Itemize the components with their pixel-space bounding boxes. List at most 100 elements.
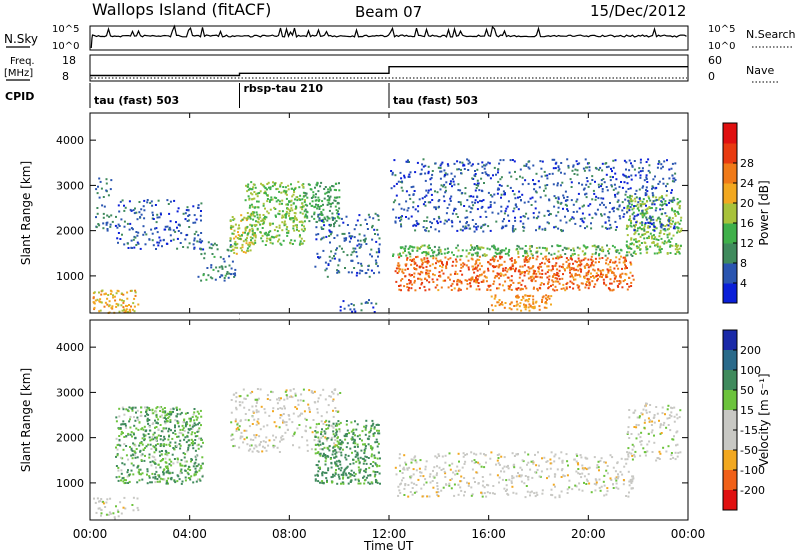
range-cell — [325, 411, 328, 414]
range-cell — [348, 232, 351, 235]
range-cell — [668, 417, 671, 419]
range-cell — [256, 388, 259, 390]
range-cell — [432, 281, 435, 283]
range-cell — [247, 449, 250, 452]
range-cell — [643, 214, 646, 217]
range-cell — [546, 265, 549, 268]
range-cell — [538, 267, 540, 270]
range-cell — [631, 242, 634, 245]
range-cell — [659, 452, 662, 455]
range-cell — [267, 212, 270, 215]
range-cell — [647, 169, 650, 172]
range-cell — [626, 431, 629, 434]
range-cell — [485, 461, 487, 464]
range-cell — [535, 229, 537, 232]
range-cell — [545, 294, 548, 297]
range-cell — [457, 201, 460, 203]
range-cell — [639, 222, 642, 225]
range-cell — [525, 287, 528, 290]
range-cell — [445, 267, 448, 270]
range-cell — [278, 226, 281, 229]
range-cell — [655, 238, 658, 241]
range-cell — [367, 474, 370, 477]
range-cell — [425, 189, 428, 192]
range-cell — [255, 211, 258, 214]
range-cell — [191, 427, 194, 430]
range-cell — [628, 217, 631, 220]
range-cell — [636, 207, 639, 210]
range-cell — [532, 295, 535, 298]
range-cell — [663, 421, 666, 424]
range-cell — [170, 464, 173, 467]
range-cell — [310, 197, 313, 199]
range-cell — [480, 465, 483, 468]
range-cell — [514, 219, 517, 222]
range-cell — [659, 225, 662, 228]
range-cell — [99, 301, 102, 304]
range-cell — [601, 273, 604, 276]
range-cell — [151, 436, 154, 438]
range-cell — [617, 475, 620, 478]
range-cell — [294, 198, 296, 201]
range-cell — [502, 190, 505, 193]
range-cell — [530, 279, 533, 282]
range-cell — [504, 302, 507, 304]
range-cell — [411, 487, 414, 489]
range-cell — [487, 206, 490, 209]
range-cell — [95, 226, 98, 229]
range-cell — [240, 431, 243, 434]
range-cell — [442, 467, 445, 470]
range-cell — [368, 299, 370, 302]
range-cell — [391, 173, 394, 176]
range-cell — [553, 158, 556, 161]
range-cell — [409, 280, 412, 282]
range-cell — [210, 247, 213, 250]
range-cell — [284, 431, 287, 434]
range-cell — [198, 478, 201, 481]
range-cell — [575, 160, 578, 163]
range-cell — [543, 170, 546, 173]
range-cell — [185, 460, 188, 463]
range-cell — [373, 272, 375, 275]
range-cell — [191, 444, 194, 447]
range-cell — [96, 207, 99, 209]
range-cell — [258, 443, 261, 446]
range-cell — [500, 470, 502, 473]
range-cell — [576, 169, 579, 172]
range-cell — [332, 409, 334, 412]
range-cell — [260, 220, 263, 222]
range-cell — [674, 179, 677, 181]
range-cell — [603, 181, 606, 184]
range-cell — [189, 427, 192, 430]
range-cell — [310, 215, 313, 218]
range-cell — [493, 258, 496, 261]
range-cell — [482, 223, 485, 226]
range-cell — [526, 294, 529, 297]
range-cell — [159, 415, 162, 418]
range-cell — [522, 222, 525, 225]
range-cell — [254, 436, 257, 439]
range-cell — [192, 481, 195, 484]
range-cell — [581, 464, 584, 467]
range-cell — [136, 241, 139, 244]
range-cell — [191, 425, 194, 428]
range-cell — [250, 214, 253, 217]
range-cell — [222, 257, 225, 260]
range-cell — [163, 435, 166, 438]
range-cell — [470, 244, 473, 247]
range-cell — [591, 280, 594, 283]
range-cell — [630, 487, 633, 490]
range-cell — [398, 285, 400, 287]
range-cell — [144, 434, 147, 437]
range-cell — [134, 207, 136, 210]
range-cell — [482, 199, 485, 202]
range-cell — [507, 287, 510, 290]
range-cell — [218, 266, 221, 269]
range-cell — [241, 401, 244, 404]
range-cell — [503, 193, 506, 196]
range-cell — [351, 310, 354, 313]
range-cell — [616, 477, 619, 480]
range-cell — [317, 400, 319, 403]
range-cell — [467, 159, 470, 162]
range-cell — [599, 270, 602, 273]
